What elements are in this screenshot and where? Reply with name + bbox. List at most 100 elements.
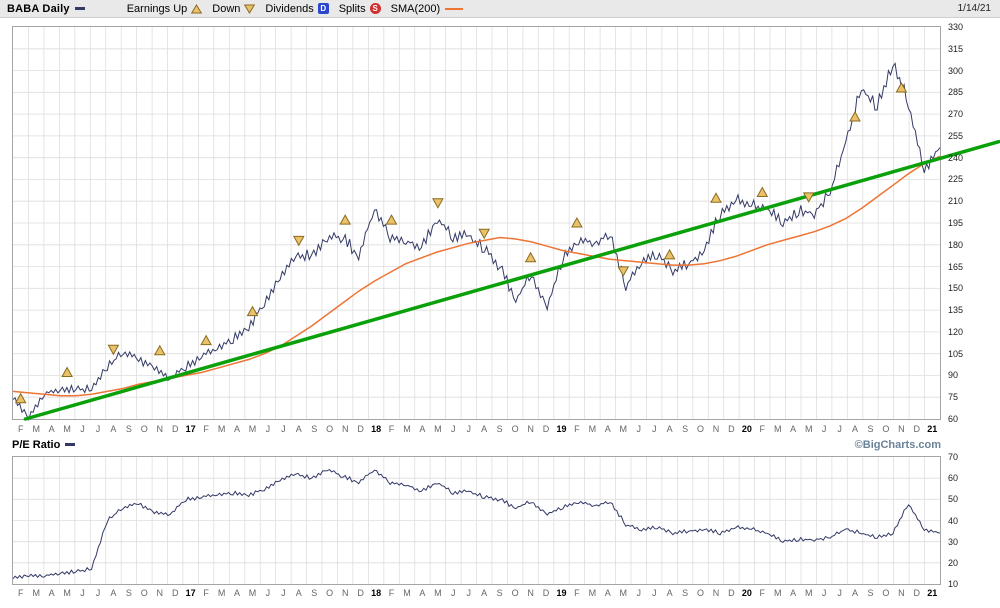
x-axis-tick-label: N bbox=[341, 424, 349, 434]
y-axis-tick-label: 150 bbox=[948, 283, 964, 294]
y-axis-tick-label: 225 bbox=[948, 174, 964, 185]
x-axis-tick-label: J bbox=[451, 588, 456, 598]
x-axis-tick-label: A bbox=[110, 588, 117, 598]
y-axis-tick-label: 210 bbox=[948, 196, 964, 207]
x-axis-tick-label: O bbox=[326, 424, 334, 434]
x-axis-tick-label: J bbox=[95, 424, 101, 434]
earnings-marker-down bbox=[478, 228, 491, 240]
x-axis-tick-label: O bbox=[882, 588, 890, 598]
x-axis-tick-label: M bbox=[217, 588, 226, 598]
y-axis-tick-label: 240 bbox=[948, 152, 964, 163]
pe-chart-canvas bbox=[12, 457, 941, 584]
x-axis-tick-label: S bbox=[682, 424, 689, 434]
x-axis-tick-label: D bbox=[728, 424, 735, 434]
x-axis-tick-label: O bbox=[140, 588, 148, 598]
x-axis-tick-label: J bbox=[451, 424, 456, 434]
x-axis-tick-label: F bbox=[759, 588, 766, 598]
x-axis-tick-label: A bbox=[233, 588, 240, 598]
x-axis-tick-label: J bbox=[651, 588, 657, 598]
x-axis-tick-label: A bbox=[604, 424, 611, 434]
earnings-marker-down bbox=[292, 235, 305, 247]
x-axis-tick-label: M bbox=[32, 588, 40, 598]
x-axis-tick-label: D bbox=[913, 424, 921, 434]
x-axis-tick-label: M bbox=[588, 588, 597, 598]
x-axis-tick-label: J bbox=[837, 424, 842, 434]
symbol-label: BABA Daily bbox=[7, 2, 70, 15]
x-axis-tick-label: J bbox=[636, 424, 641, 434]
x-axis-tick-label: N bbox=[898, 588, 905, 598]
splits-icon: S bbox=[369, 3, 381, 14]
x-axis-tick-label: M bbox=[32, 424, 40, 434]
x-axis-tick-label: A bbox=[48, 588, 55, 598]
x-axis-tick-label: A bbox=[110, 424, 117, 434]
x-axis-tick-label: D bbox=[357, 424, 364, 434]
x-axis-tick-label: A bbox=[419, 424, 426, 434]
x-axis-tick-label: O bbox=[696, 424, 704, 434]
date-label: 1/14/21 bbox=[957, 3, 991, 14]
earnings-marker-down bbox=[432, 198, 444, 209]
y-axis-tick-label: 300 bbox=[948, 65, 964, 76]
x-axis-tick-label: D bbox=[171, 588, 179, 598]
x-axis-tick-label: O bbox=[696, 588, 704, 598]
x-axis-tick-label: M bbox=[217, 424, 226, 434]
x-axis-tick-label: A bbox=[851, 424, 858, 434]
earnings-marker-up bbox=[663, 248, 676, 260]
y-axis-tick-label: 120 bbox=[948, 326, 964, 337]
y-axis-tick-label: 40 bbox=[948, 515, 959, 526]
y-axis-tick-label: 285 bbox=[948, 87, 964, 98]
x-axis-tick-label: D bbox=[171, 424, 179, 434]
y-axis-tick-label: 315 bbox=[948, 43, 964, 54]
x-axis-tick-label: O bbox=[511, 424, 519, 434]
x-axis-tick-label: J bbox=[837, 588, 842, 598]
y-axis-tick-label: 20 bbox=[948, 557, 959, 568]
x-axis-tick-label: A bbox=[790, 588, 797, 598]
x-axis-tick-label: A bbox=[295, 588, 302, 598]
x-axis-tick-label: A bbox=[604, 588, 611, 598]
earnings-marker-up bbox=[246, 305, 259, 317]
pe-line-swatch bbox=[65, 443, 76, 446]
x-axis-tick-label: A bbox=[851, 588, 858, 598]
y-axis-tick-label: 90 bbox=[948, 370, 959, 381]
x-axis-tick-label: J bbox=[95, 588, 101, 598]
x-axis-tick-label: M bbox=[248, 424, 257, 434]
earnings-marker-down bbox=[617, 266, 630, 277]
y-axis-tick-label: 135 bbox=[948, 305, 964, 316]
x-axis-tick-label: 17 bbox=[185, 588, 196, 598]
legend-sma-label: SMA(200) bbox=[390, 2, 441, 15]
x-axis-tick-label: J bbox=[651, 424, 657, 434]
x-axis-tick-label: S bbox=[311, 588, 318, 598]
earnings-marker-down bbox=[107, 344, 120, 356]
x-axis-tick-label: F bbox=[17, 588, 24, 598]
x-axis-tick-label: 18 bbox=[371, 588, 382, 598]
y-axis-tick-label: 50 bbox=[948, 494, 959, 505]
x-axis-tick-label: D bbox=[542, 588, 550, 598]
price-line-swatch bbox=[74, 7, 85, 10]
y-axis-tick-label: 330 bbox=[948, 22, 964, 32]
y-axis-tick-label: 195 bbox=[948, 218, 964, 228]
x-axis-tick-label: F bbox=[203, 588, 209, 598]
x-axis-tick-label: F bbox=[574, 424, 580, 434]
y-axis-tick-label: 180 bbox=[948, 239, 964, 250]
x-axis-tick-label: N bbox=[341, 588, 349, 598]
x-axis-tick-label: 20 bbox=[741, 588, 752, 598]
x-axis-tick-label: F bbox=[574, 588, 580, 598]
x-axis-tick-label: J bbox=[636, 588, 641, 598]
x-axis-tick-label: M bbox=[804, 424, 813, 434]
y-axis-tick-label: 60 bbox=[948, 473, 959, 484]
x-axis-tick-label: 19 bbox=[556, 588, 567, 598]
legend-earnings-down-label: Down bbox=[212, 2, 241, 15]
x-axis-tick-label: M bbox=[619, 588, 628, 598]
x-axis-tick-label: S bbox=[311, 424, 318, 434]
x-axis-tick-label: N bbox=[712, 588, 720, 598]
x-axis-tick-label: N bbox=[712, 424, 720, 434]
earnings-marker-up bbox=[756, 186, 769, 197]
earnings-marker-up bbox=[153, 344, 166, 356]
x-axis-tick-label: J bbox=[466, 424, 472, 434]
earnings-marker-up bbox=[61, 366, 73, 377]
x-axis-tick-label: S bbox=[867, 424, 874, 434]
earnings-marker-up bbox=[524, 251, 537, 263]
dividends-icon: D bbox=[317, 3, 329, 14]
y-axis-tick-label: 10 bbox=[948, 579, 959, 589]
x-axis-tick-label: F bbox=[388, 424, 395, 434]
x-axis-tick-label: D bbox=[357, 588, 364, 598]
